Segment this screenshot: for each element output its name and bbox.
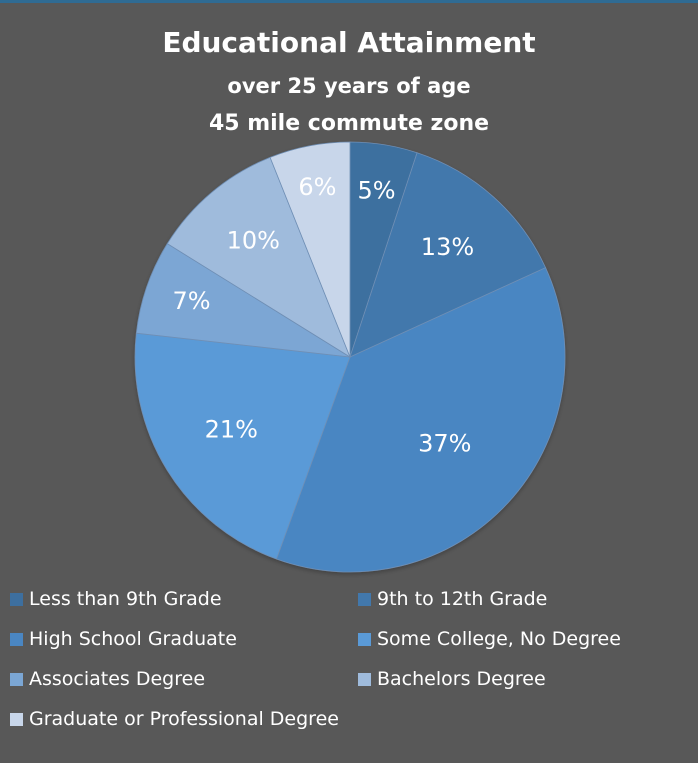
pie-data-labels: 5% 13% 37% 21% 7% 10% 6% xyxy=(172,173,474,457)
pie-slices xyxy=(134,141,566,573)
pie-slice-3 xyxy=(134,332,351,560)
top-accent-rule xyxy=(0,0,698,3)
chart-title: Educational Attainment xyxy=(162,26,536,59)
pie-data-label-2: 37% xyxy=(418,430,471,458)
pie-data-label-0: 5% xyxy=(357,176,395,204)
pie-slice-2 xyxy=(275,267,566,573)
pie-data-label-1: 13% xyxy=(421,233,474,261)
pie-data-label-4: 7% xyxy=(172,287,210,315)
chart-subtitle-age: over 25 years of age xyxy=(227,74,471,98)
pie-data-label-3: 21% xyxy=(205,416,258,444)
pie-data-label-6: 6% xyxy=(298,173,336,201)
pie-slice-6 xyxy=(269,141,351,358)
pie-data-label-5: 10% xyxy=(227,227,280,255)
pie-slice-5 xyxy=(166,156,351,358)
pie-slice-1 xyxy=(349,152,547,358)
chart-subtitle-zone: 45 mile commute zone xyxy=(208,111,490,136)
